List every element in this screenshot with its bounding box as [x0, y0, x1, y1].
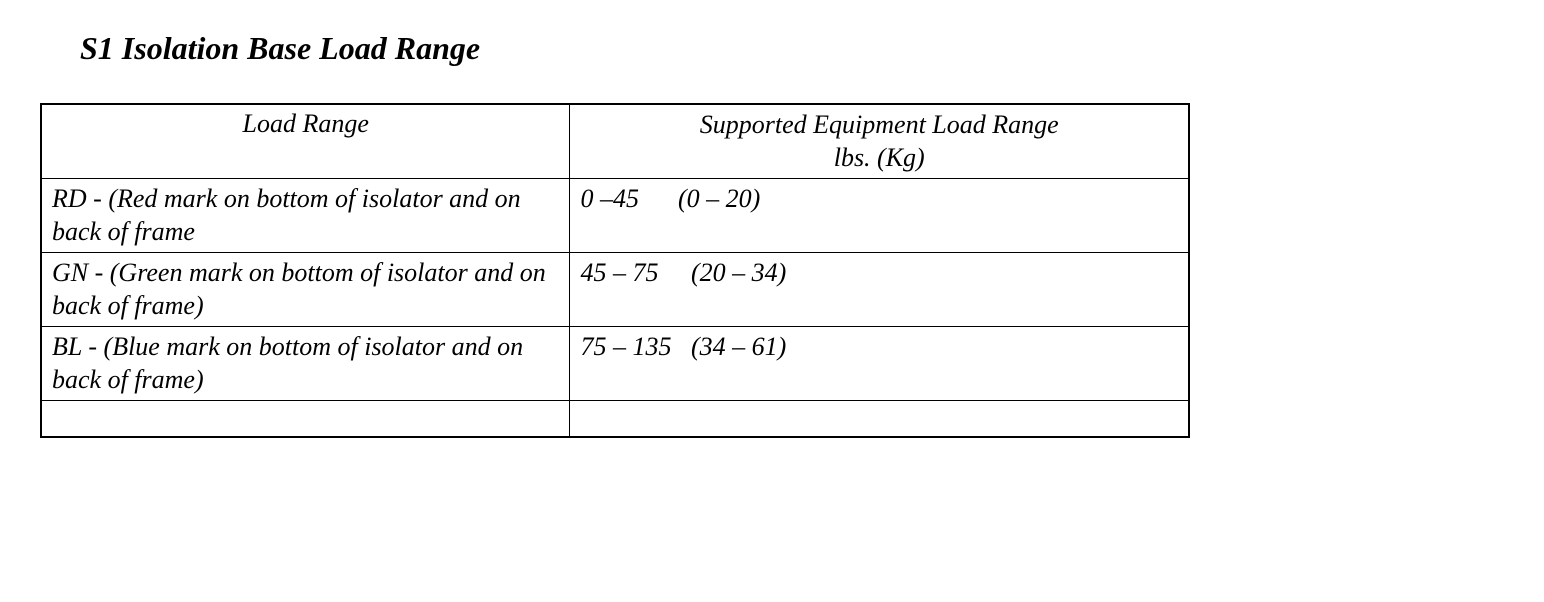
- cell-supported-range: 75 – 135 (34 – 61): [570, 327, 1189, 401]
- table-row: GN - (Green mark on bottom of isolator a…: [41, 253, 1189, 327]
- cell-supported-range: 0 –45 (0 – 20): [570, 179, 1189, 253]
- header-supported-range: Supported Equipment Load Range lbs. (Kg): [570, 104, 1189, 179]
- table-row-empty: [41, 401, 1189, 437]
- empty-cell: [570, 401, 1189, 437]
- empty-cell: [41, 401, 570, 437]
- page-title: S1 Isolation Base Load Range: [80, 30, 1504, 67]
- cell-load-range: RD - (Red mark on bottom of isolator and…: [41, 179, 570, 253]
- cell-load-range: GN - (Green mark on bottom of isolator a…: [41, 253, 570, 327]
- header-supported-line1: Supported Equipment Load Range: [700, 110, 1059, 139]
- cell-load-range: BL - (Blue mark on bottom of isolator an…: [41, 327, 570, 401]
- table-header-row: Load Range Supported Equipment Load Rang…: [41, 104, 1189, 179]
- cell-supported-range: 45 – 75 (20 – 34): [570, 253, 1189, 327]
- header-supported-line2: lbs. (Kg): [834, 143, 925, 172]
- header-load-range: Load Range: [41, 104, 570, 179]
- table-row: RD - (Red mark on bottom of isolator and…: [41, 179, 1189, 253]
- table-row: BL - (Blue mark on bottom of isolator an…: [41, 327, 1189, 401]
- load-range-table: Load Range Supported Equipment Load Rang…: [40, 103, 1190, 438]
